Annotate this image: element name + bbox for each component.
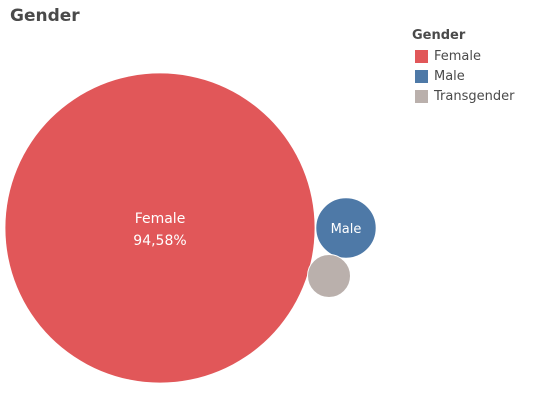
- bubble-transgender[interactable]: [307, 254, 351, 298]
- legend-item-female[interactable]: Female: [412, 46, 552, 66]
- bubble-female[interactable]: [5, 73, 315, 383]
- bubble-male[interactable]: [315, 197, 377, 259]
- legend-title: Gender: [412, 28, 466, 43]
- legend-swatch-male: [415, 69, 428, 83]
- legend-item-transgender[interactable]: Transgender: [412, 86, 552, 106]
- legend-swatch-transgender: [415, 89, 428, 103]
- bubble-label-female: Female: [135, 211, 186, 227]
- legend-label-male: Male: [434, 68, 465, 84]
- chart-title: Gender: [10, 6, 80, 26]
- legend: Gender Female Male Transgender: [412, 26, 552, 106]
- legend-label-female: Female: [434, 48, 482, 64]
- legend-swatch-female: [415, 49, 428, 63]
- bubble-label-male: Male: [331, 222, 362, 237]
- legend-item-male[interactable]: Male: [412, 66, 552, 86]
- legend-label-transgender: Transgender: [434, 88, 515, 104]
- bubble-value-female: 94,58%: [133, 233, 186, 249]
